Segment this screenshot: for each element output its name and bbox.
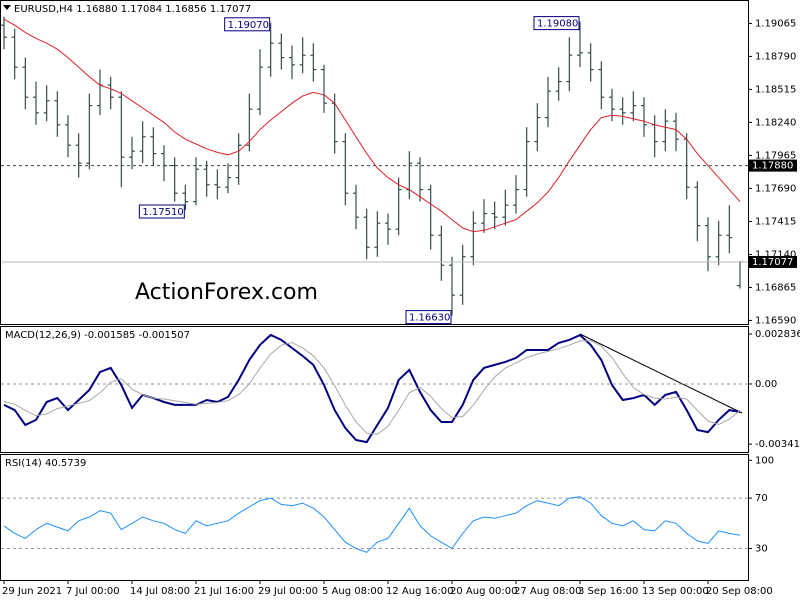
annotation-label: 1.19070 bbox=[228, 20, 269, 31]
x-tick-label: 21 Jul 16:00 bbox=[194, 586, 254, 597]
annotation-label: 1.19080 bbox=[537, 19, 578, 30]
x-tick-label: 7 Jul 00:00 bbox=[66, 586, 120, 597]
y-tick-label: 100 bbox=[755, 455, 774, 466]
trend-line bbox=[579, 333, 743, 414]
y-tick-label: 1.18790 bbox=[755, 51, 796, 62]
signal-line bbox=[3, 340, 741, 435]
x-tick-label: 20 Sep 08:00 bbox=[706, 586, 773, 597]
watermark: ActionForex.com bbox=[135, 280, 318, 305]
y-tick-label: 1.17690 bbox=[755, 183, 796, 194]
symbol-icon bbox=[3, 5, 11, 10]
x-tick-label: 12 Aug 16:00 bbox=[386, 586, 453, 597]
annotation-box bbox=[224, 17, 271, 32]
y-tick-label: 1.16590 bbox=[755, 315, 796, 326]
rsi-title: RSI(14) bbox=[5, 458, 42, 469]
high-value: 1.17084 bbox=[121, 4, 162, 15]
y-tick-label: 1.18515 bbox=[755, 84, 796, 95]
annotation-box bbox=[533, 16, 580, 31]
macd-title: MACD(12,26,9) bbox=[5, 330, 81, 341]
y-tick-label: 1.16865 bbox=[755, 282, 796, 293]
annotation-box bbox=[138, 204, 185, 219]
current-price-box bbox=[749, 255, 797, 268]
annotation-label: 1.17510 bbox=[142, 207, 183, 218]
annotation-box bbox=[405, 310, 452, 325]
y-tick-label: 30 bbox=[755, 544, 768, 555]
y-tick-label: 70 bbox=[755, 493, 768, 504]
x-tick-label: 5 Aug 08:00 bbox=[322, 586, 383, 597]
macd-header: MACD(12,26,9) -0.001585 -0.001507 bbox=[5, 330, 190, 341]
x-tick-label: 27 Aug 08:00 bbox=[514, 586, 581, 597]
current-price-label: 1.17077 bbox=[752, 257, 793, 268]
x-tick-label: 20 Aug 00:00 bbox=[450, 586, 517, 597]
price-header: EURUSD,H4 1.16880 1.17084 1.16856 1.1707… bbox=[14, 4, 251, 15]
y-tick-label: 0.002836 bbox=[755, 329, 800, 340]
x-tick-label: 13 Sep 00:00 bbox=[642, 586, 709, 597]
y-tick-label: 1.19065 bbox=[755, 18, 796, 29]
y-tick-label: -0.003415 bbox=[755, 439, 800, 450]
annotation-label: 1.16630 bbox=[409, 313, 450, 324]
price-line-label: 1.17880 bbox=[752, 161, 793, 172]
price-line-box bbox=[749, 159, 797, 172]
x-tick-label: 29 Jul 00:00 bbox=[258, 586, 318, 597]
macd-value: -0.001585 bbox=[84, 330, 135, 341]
y-tick-label: 1.18240 bbox=[755, 117, 796, 128]
price-panel bbox=[0, 0, 749, 325]
x-tick-label: 14 Jul 08:00 bbox=[130, 586, 190, 597]
rsi-panel bbox=[0, 454, 749, 581]
y-tick-label: 1.17965 bbox=[755, 150, 796, 161]
low-value: 1.16856 bbox=[165, 4, 206, 15]
x-tick-label: 29 Jun 2021 bbox=[2, 586, 62, 597]
signal-value: -0.001507 bbox=[139, 330, 190, 341]
rsi-header: RSI(14) 40.5739 bbox=[5, 458, 86, 469]
macd-panel bbox=[0, 326, 749, 453]
moving-average bbox=[3, 18, 741, 233]
y-tick-label: 0.00 bbox=[755, 379, 777, 390]
rsi-value: 40.5739 bbox=[45, 458, 86, 469]
y-tick-label: 1.17140 bbox=[755, 249, 796, 260]
open-value: 1.16880 bbox=[76, 4, 117, 15]
symbol: EURUSD,H4 bbox=[14, 4, 73, 15]
y-tick-label: 1.17415 bbox=[755, 216, 796, 227]
close-value: 1.17077 bbox=[210, 4, 251, 15]
x-tick-label: 3 Sep 16:00 bbox=[578, 586, 638, 597]
rsi-line bbox=[3, 496, 741, 553]
